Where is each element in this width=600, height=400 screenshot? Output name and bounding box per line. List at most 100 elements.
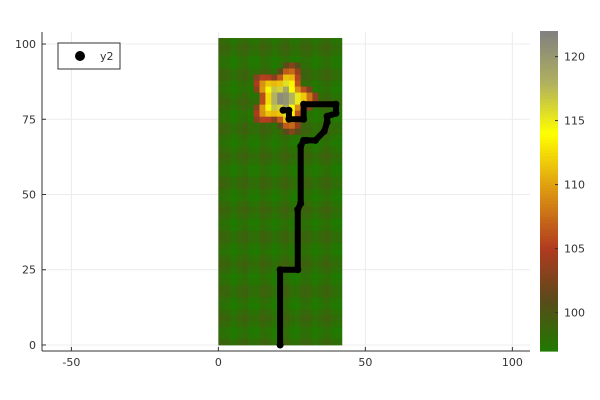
heatmap-cell bbox=[277, 50, 284, 57]
colorbar-segment bbox=[540, 312, 558, 317]
heatmap-cell bbox=[300, 50, 307, 57]
heatmap-cell bbox=[271, 182, 278, 189]
heatmap-cell bbox=[288, 338, 296, 346]
heatmap-cell bbox=[330, 140, 337, 147]
colorbar-segment bbox=[540, 239, 558, 243]
heatmap-cell bbox=[330, 230, 337, 238]
heatmap-cell bbox=[241, 254, 249, 262]
heatmap-cell bbox=[230, 164, 237, 171]
heatmap-cell bbox=[218, 158, 225, 165]
heatmap-cell bbox=[236, 176, 243, 183]
heatmap-cell bbox=[253, 74, 260, 81]
heatmap-cell bbox=[312, 230, 319, 238]
heatmap-cell bbox=[253, 248, 260, 256]
heatmap-cell bbox=[306, 122, 313, 129]
heatmap-cell bbox=[218, 326, 225, 334]
heatmap-cell bbox=[335, 158, 343, 165]
heatmap-cell bbox=[330, 38, 337, 45]
heatmap-cell bbox=[218, 128, 225, 135]
heatmap-cell bbox=[300, 284, 307, 292]
heatmap-cell bbox=[271, 176, 278, 183]
heatmap-cell bbox=[294, 98, 302, 105]
colorbar-segment bbox=[540, 133, 558, 138]
heatmap-cell bbox=[265, 74, 272, 81]
heatmap-cell bbox=[283, 86, 290, 93]
heatmap-cell bbox=[294, 272, 302, 280]
series-point bbox=[300, 100, 308, 108]
heatmap-cell bbox=[306, 284, 313, 292]
heatmap-cell bbox=[306, 68, 313, 75]
heatmap-cell bbox=[294, 122, 302, 129]
heatmap-cell bbox=[236, 236, 243, 244]
heatmap-cell bbox=[253, 278, 260, 286]
heatmap-cell bbox=[265, 98, 272, 105]
heatmap-cell bbox=[241, 188, 249, 195]
heatmap-cell bbox=[283, 296, 290, 304]
heatmap-cell bbox=[230, 134, 237, 141]
heatmap-cell bbox=[324, 38, 331, 45]
heatmap-cell bbox=[224, 116, 231, 123]
heatmap-cell bbox=[230, 266, 237, 274]
heatmap-cell bbox=[247, 332, 255, 340]
heatmap-cell bbox=[236, 302, 243, 310]
heatmap-cell bbox=[218, 176, 225, 183]
heatmap-cell bbox=[218, 302, 225, 310]
heatmap-cell bbox=[288, 200, 296, 207]
heatmap-cell bbox=[300, 212, 307, 219]
heatmap-cell bbox=[224, 56, 231, 63]
heatmap-cell bbox=[324, 266, 331, 274]
colorbar-segment bbox=[540, 143, 558, 147]
heatmap-cell bbox=[318, 110, 325, 117]
heatmap-cell bbox=[306, 62, 313, 69]
colorbar: 100 105 110 115 120 bbox=[540, 31, 585, 352]
heatmap-cell bbox=[271, 152, 278, 159]
heatmap-cell bbox=[283, 248, 290, 256]
heatmap-cell bbox=[259, 140, 266, 147]
series-point bbox=[311, 136, 319, 144]
heatmap-cell bbox=[236, 320, 243, 328]
heatmap-cell bbox=[306, 158, 313, 165]
heatmap-cell bbox=[265, 206, 272, 213]
heatmap-cell bbox=[247, 284, 255, 292]
heatmap-cell bbox=[318, 242, 325, 250]
colorbar-segment bbox=[540, 181, 558, 186]
heatmap-cell bbox=[230, 218, 237, 226]
heatmap-cell bbox=[283, 38, 290, 45]
series-layer bbox=[276, 100, 340, 349]
heatmap-cell bbox=[218, 254, 225, 262]
heatmap-cell bbox=[330, 242, 337, 250]
heatmap-cell bbox=[324, 230, 331, 238]
colorbar-segment bbox=[540, 66, 558, 70]
colorbar-segment bbox=[540, 207, 558, 211]
heatmap-cell bbox=[259, 110, 266, 117]
heatmap-cell bbox=[300, 182, 307, 189]
heatmap-cell bbox=[271, 206, 278, 213]
heatmap-cell bbox=[230, 224, 237, 232]
heatmap-cell bbox=[247, 62, 255, 69]
heatmap-cell bbox=[224, 38, 231, 45]
heatmap-cell bbox=[294, 338, 302, 346]
heatmap-cell bbox=[265, 242, 272, 250]
heatmap-cell bbox=[230, 44, 237, 51]
heatmap-cell bbox=[283, 326, 290, 334]
heatmap-cell bbox=[241, 248, 249, 256]
heatmap-cell bbox=[218, 164, 225, 171]
colorbar-segment bbox=[540, 178, 558, 182]
heatmap-cell bbox=[218, 248, 225, 256]
heatmap-cell bbox=[247, 218, 255, 226]
heatmap-cell bbox=[247, 152, 255, 159]
heatmap-cell bbox=[230, 290, 237, 298]
colorbar-segment bbox=[540, 328, 558, 333]
heatmap-cell bbox=[277, 86, 284, 93]
heatmap-cell bbox=[259, 98, 266, 105]
heatmap-cell bbox=[241, 212, 249, 219]
heatmap-cell bbox=[312, 242, 319, 250]
heatmap-cell bbox=[324, 56, 331, 63]
heatmap-cell bbox=[253, 86, 260, 93]
heatmap-cell bbox=[318, 320, 325, 328]
heatmap-cell bbox=[294, 302, 302, 310]
heatmap-cell bbox=[241, 266, 249, 274]
heatmap-cell bbox=[335, 224, 343, 232]
heatmap-cell bbox=[265, 62, 272, 69]
